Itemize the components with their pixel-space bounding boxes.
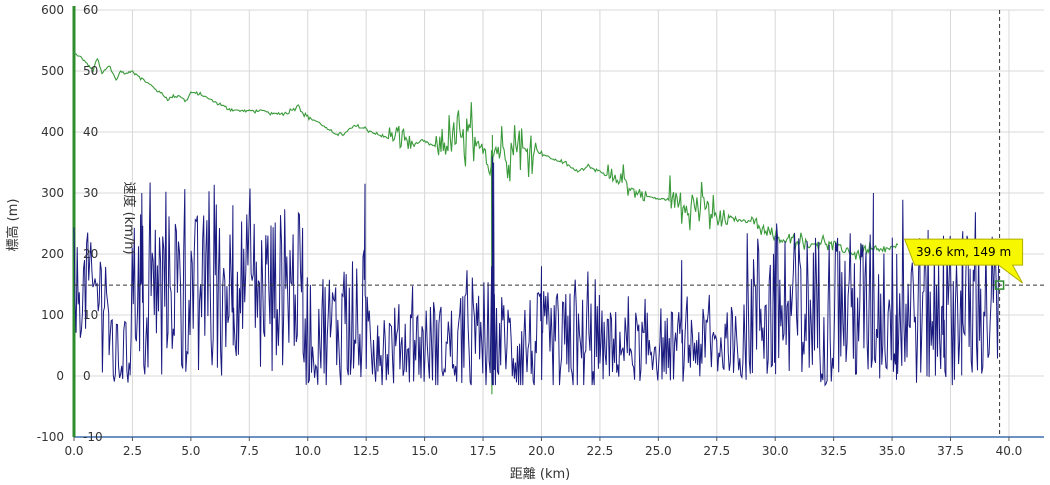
y-tick-label: 400 [41, 125, 64, 139]
x-tick-label: 7.5 [240, 444, 259, 458]
y2-tick-label: 60 [83, 3, 98, 17]
y-tick-label: 0 [56, 369, 64, 383]
x-tick-label: 0.0 [64, 444, 83, 458]
y2-tick-label: 40 [83, 125, 98, 139]
x-tick-label: 17.5 [470, 444, 497, 458]
y-tick-label: 300 [41, 186, 64, 200]
x-tick-label: 22.5 [587, 444, 614, 458]
y-tick-label: 100 [41, 308, 64, 322]
cursor-tooltip: 39.6 km, 149 m [903, 238, 1024, 284]
cursor-marker [994, 280, 1005, 290]
y-tick-label: -100 [37, 430, 64, 444]
y2-axis-title: 速度 (km/h) [121, 181, 137, 254]
tick-labels: 0.0 2.5 5.0 7.5 10.0 12.5 15.0 17.5 20.0 22.5 25.0… [37, 3, 1023, 458]
x-tick-label: 37.5 [937, 444, 964, 458]
x-tick-label: 27.5 [703, 444, 730, 458]
plot-area[interactable] [73, 10, 1044, 437]
x-tick-label: 15.0 [411, 444, 438, 458]
y-tick-label: 500 [41, 64, 64, 78]
x-tick-label: 30.0 [762, 444, 789, 458]
axes [72, 6, 1044, 441]
x-tick-label: 2.5 [123, 444, 142, 458]
y-axis-title: 標高 (m) [5, 199, 21, 252]
x-tick-label: 10.0 [294, 444, 321, 458]
x-tick-label: 20.0 [528, 444, 555, 458]
y2-tick-label: -10 [83, 430, 103, 444]
x-tick-label: 5.0 [181, 444, 200, 458]
x-tick-label: 40.0 [996, 444, 1023, 458]
series-line-elevation [73, 51, 899, 395]
x-tick-label: 32.5 [820, 444, 847, 458]
y2-tick-label: 10 [83, 308, 98, 322]
series-line-speed [73, 156, 999, 387]
y2-tick-label: 0 [83, 369, 91, 383]
x-axis-title: 距離 (km) [510, 467, 570, 482]
tooltip-label: 39.6 km, 149 m [916, 245, 1011, 259]
x-tick-label: 12.5 [353, 444, 380, 458]
x-tick-label: 35.0 [879, 444, 906, 458]
y-tick-label: 600 [41, 3, 64, 17]
y2-tick-label: 20 [83, 247, 98, 261]
y-tick-label: 200 [41, 247, 64, 261]
tooltip-box [903, 238, 1024, 284]
y2-tick-label: 50 [83, 64, 98, 78]
y2-tick-label: 30 [83, 186, 98, 200]
x-tick-label: 25.0 [645, 444, 672, 458]
